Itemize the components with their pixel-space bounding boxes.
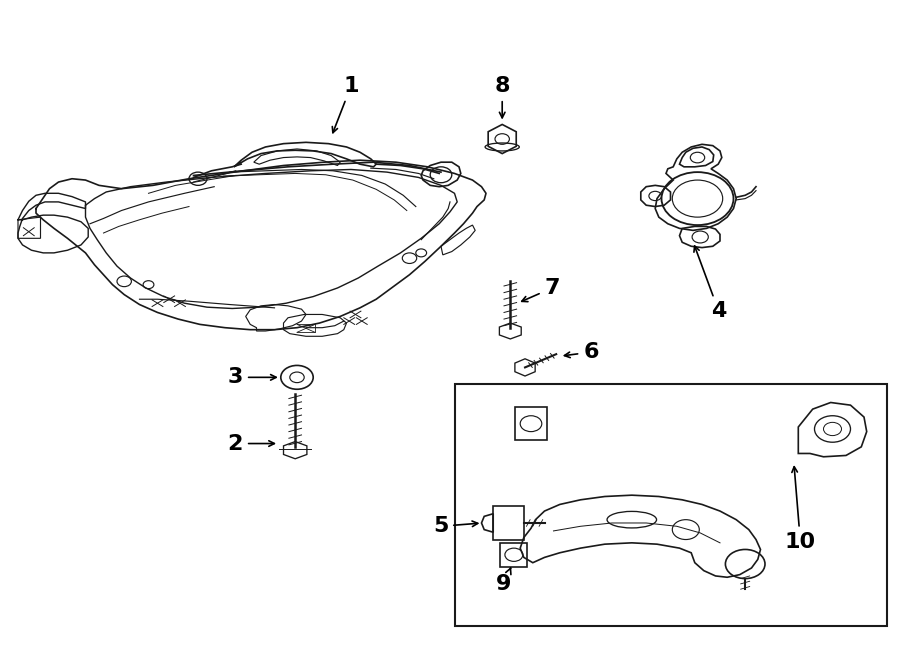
Bar (454, 384, 886, 626)
Text: 2: 2 (228, 434, 274, 453)
Text: 10: 10 (785, 467, 816, 551)
Text: 5: 5 (433, 516, 478, 536)
Text: 4: 4 (694, 246, 726, 321)
Text: 6: 6 (564, 342, 598, 362)
Text: 7: 7 (522, 278, 560, 302)
Text: 9: 9 (496, 568, 512, 594)
Text: 1: 1 (332, 76, 359, 132)
Text: 8: 8 (494, 76, 510, 118)
Text: 3: 3 (228, 367, 276, 387)
